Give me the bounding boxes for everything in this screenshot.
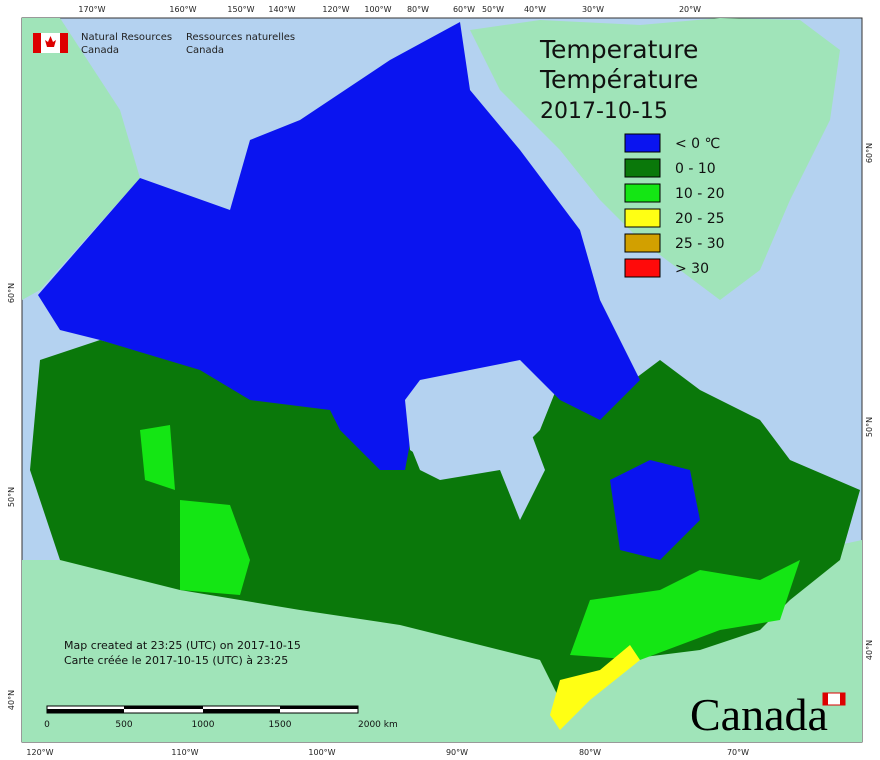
graticule-label: 120°W xyxy=(26,748,53,757)
graticule-label: 50°W xyxy=(482,5,504,14)
graticule-label: 50°N xyxy=(7,487,16,507)
wordmark-flag xyxy=(823,693,828,705)
graticule-label: 70°W xyxy=(727,748,749,757)
wordmark-flag xyxy=(840,693,845,705)
graticule-label: 40°N xyxy=(7,690,16,710)
scale-label: 1000 xyxy=(192,720,215,730)
legend-swatch xyxy=(624,133,661,153)
legend-label: > 30 xyxy=(675,261,709,277)
credit: Map created at 23:25 (UTC) on 2017-10-15 xyxy=(64,639,301,652)
graticule-label: 140°W xyxy=(268,5,295,14)
title: Temperature xyxy=(539,35,698,64)
canada-regions xyxy=(30,22,860,730)
graticule-label: 60°W xyxy=(453,5,475,14)
scale-label: 500 xyxy=(115,720,132,730)
credit: Carte créée le 2017-10-15 (UTC) à 23:25 xyxy=(64,654,288,667)
graticule-label: 160°W xyxy=(169,5,196,14)
graticule-label: 100°W xyxy=(364,5,391,14)
legend-label: 20 - 25 xyxy=(675,211,725,227)
scale-bar-segments xyxy=(47,706,358,713)
graticule-label: 90°W xyxy=(446,748,468,757)
legend-label: 25 - 30 xyxy=(675,236,725,252)
legend: < 0 ℃ 0 - 10 10 - 20 20 - 25 25 - 30 > 30 xyxy=(624,133,725,278)
agency-en: Canada xyxy=(81,45,119,56)
graticule-label: 80°W xyxy=(579,748,601,757)
graticule-label: 110°W xyxy=(171,748,198,757)
graticule-label: 100°W xyxy=(308,748,335,757)
graticule-label: 60°N xyxy=(7,283,16,303)
date: 2017-10-15 xyxy=(540,99,668,124)
agency-fr: Canada xyxy=(186,45,224,56)
graticule-label: 40°W xyxy=(524,5,546,14)
graticule-label: 20°W xyxy=(679,5,701,14)
graticule-label: 40°N xyxy=(865,640,874,660)
legend-label: 10 - 20 xyxy=(675,186,725,202)
legend-swatch xyxy=(624,208,661,228)
agency-en: Natural Resources xyxy=(81,32,172,43)
graticule-label: 150°W xyxy=(227,5,254,14)
graticule-label: 80°W xyxy=(407,5,429,14)
graticule-label: 120°W xyxy=(322,5,349,14)
legend-swatch xyxy=(624,233,661,253)
graticule-label: 60°N xyxy=(865,143,874,163)
legend-label: < 0 ℃ xyxy=(675,136,720,152)
graticule-label: 30°W xyxy=(582,5,604,14)
legend-swatch xyxy=(624,258,661,278)
agency-fr: Ressources naturelles xyxy=(186,32,295,43)
scale-label: 2000 km xyxy=(358,720,398,730)
title: Température xyxy=(539,65,698,94)
legend-swatch xyxy=(624,158,661,178)
graticule-label: 50°N xyxy=(865,417,874,437)
legend-label: 0 - 10 xyxy=(675,161,716,177)
graticule-label: 170°W xyxy=(78,5,105,14)
flag-logo xyxy=(33,33,68,53)
scale-label: 1500 xyxy=(269,720,292,730)
scale-label: 0 xyxy=(44,720,50,730)
legend-swatch xyxy=(624,183,661,203)
wordmark: Canada xyxy=(690,689,828,740)
